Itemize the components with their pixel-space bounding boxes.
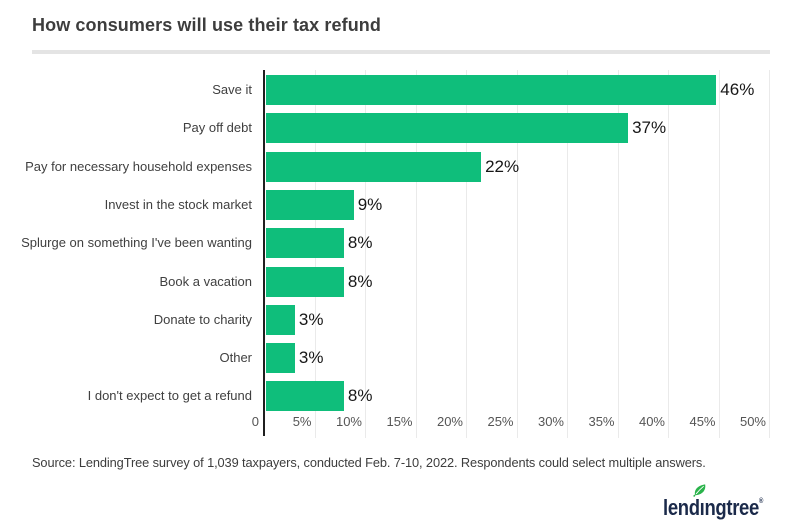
value-label: 9% <box>357 194 383 214</box>
value-label: 8% <box>347 386 373 406</box>
gridline <box>668 70 669 438</box>
value-label: 3% <box>298 348 324 368</box>
chart-title: How consumers will use their tax refund <box>32 15 381 35</box>
gridline <box>567 70 568 438</box>
value-label: 3% <box>298 309 324 329</box>
bar <box>265 75 717 105</box>
logo-dotless-i: ı <box>699 495 705 520</box>
tick-label: 20% <box>436 414 463 429</box>
tick-label: 15% <box>386 414 413 429</box>
gridline <box>516 70 518 438</box>
category-label: Pay for necessary household expenses <box>25 158 252 174</box>
category-label: Book a vacation <box>159 273 252 289</box>
tick-label: 40% <box>638 414 665 429</box>
gridline <box>415 70 417 438</box>
tick-label: 35% <box>588 414 615 429</box>
gridline <box>617 70 619 438</box>
category-label: Save it <box>212 82 252 97</box>
category-label: Pay off debt <box>182 120 252 136</box>
bar <box>265 343 295 374</box>
value-label: 22% <box>485 156 520 176</box>
bar <box>265 228 344 259</box>
logo-wordmark: lendıngtree® <box>663 489 763 521</box>
value-label: 8% <box>347 271 373 291</box>
source-note: Source: LendingTree survey of 1,039 taxp… <box>32 455 706 470</box>
category-label: Invest in the stock market <box>104 196 252 212</box>
category-label: I don't expect to get a refund <box>87 388 252 404</box>
tick-label: 0 <box>251 414 259 429</box>
x-axis-line <box>262 70 266 436</box>
category-label: Splurge on something I've been wanting <box>21 235 252 251</box>
registered-trademark: ® <box>758 498 763 505</box>
lendingtree-logo: lendıngtree® <box>644 484 763 520</box>
gridline <box>365 70 366 438</box>
bar <box>265 266 344 297</box>
gridline <box>769 70 770 438</box>
bar <box>265 113 629 144</box>
value-label: 46% <box>720 80 755 99</box>
bar <box>265 381 344 412</box>
category-label: Donate to charity <box>153 311 252 327</box>
tick-label: 10% <box>335 414 362 429</box>
tick-label: 50% <box>739 414 766 429</box>
value-label: 37% <box>632 118 667 138</box>
value-label: 8% <box>347 233 373 253</box>
bar <box>265 189 354 220</box>
leaf-icon <box>693 484 706 497</box>
bar <box>265 151 482 182</box>
tick-label: 45% <box>689 414 716 429</box>
tick-label: 30% <box>537 414 564 429</box>
tick-label: 5% <box>292 414 312 429</box>
gridline <box>718 70 720 438</box>
title-divider <box>32 50 770 54</box>
category-label: Other <box>219 350 252 366</box>
tick-label: 25% <box>487 414 514 429</box>
gridline <box>466 70 467 438</box>
bar <box>265 304 295 335</box>
